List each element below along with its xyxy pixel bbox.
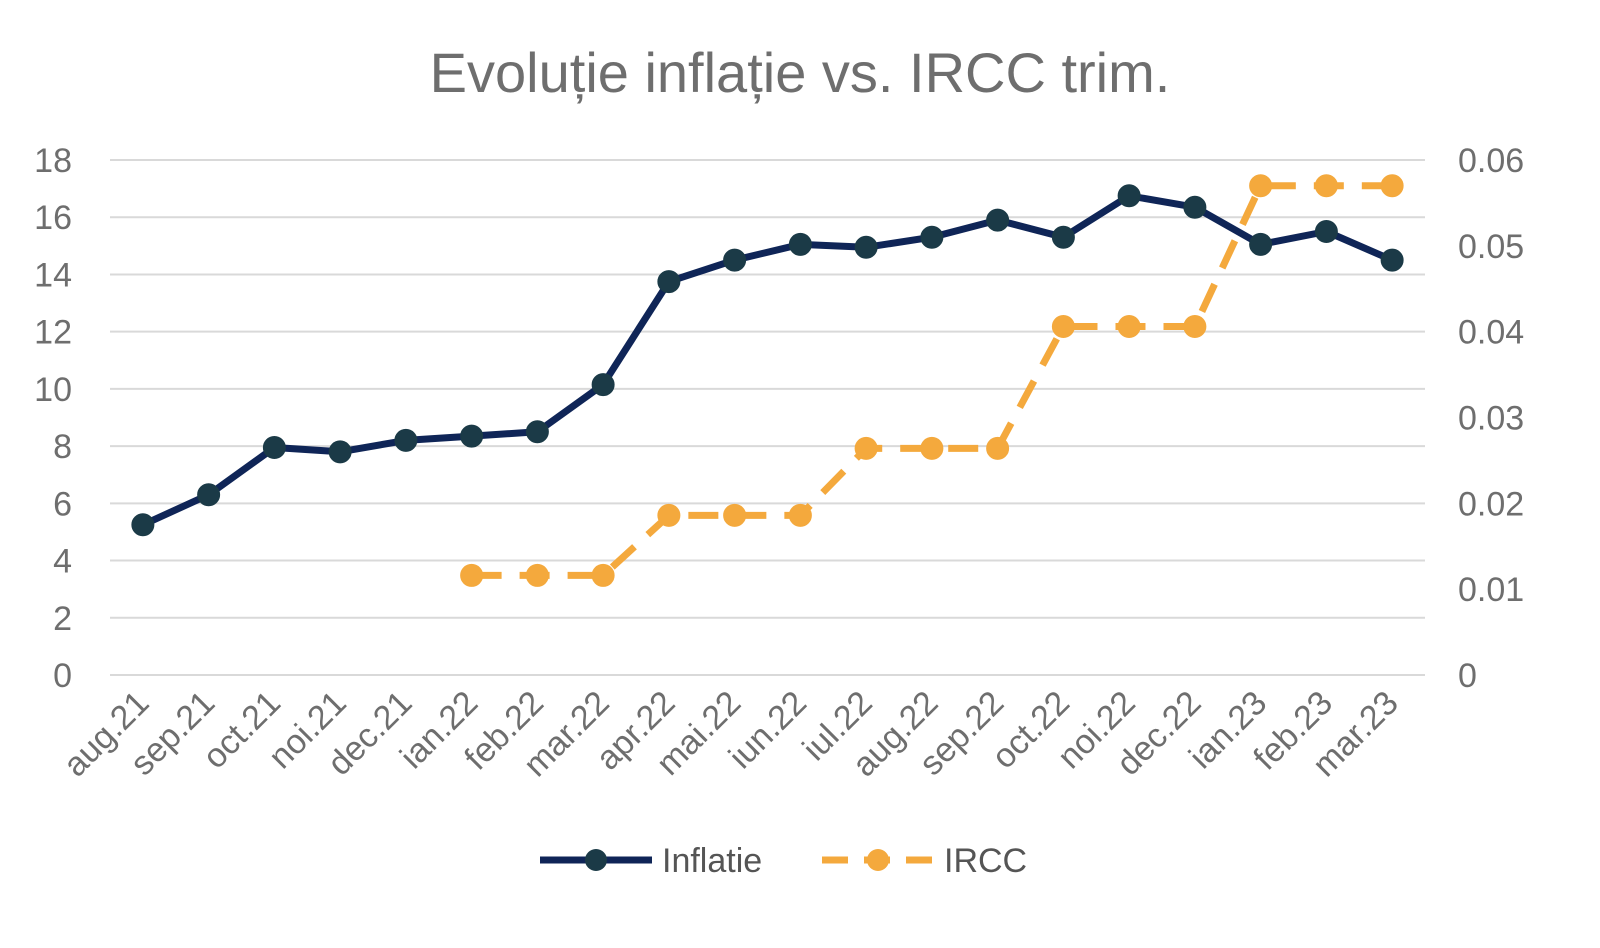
- y-tick-label: 14: [34, 256, 72, 294]
- data-point-ircc: [1380, 174, 1404, 198]
- data-point-inflatie: [1051, 225, 1075, 249]
- data-point-inflatie: [788, 232, 812, 256]
- y-tick-label: 18: [34, 142, 72, 180]
- data-point-ircc: [591, 563, 615, 587]
- data-point-inflatie: [328, 440, 352, 464]
- y-tick-label: 10: [34, 371, 72, 409]
- data-point-ircc: [1183, 315, 1207, 339]
- data-point-inflatie: [394, 428, 418, 452]
- data-point-inflatie: [1117, 184, 1141, 208]
- series-group: [131, 174, 1404, 587]
- data-point-ircc: [723, 503, 747, 527]
- data-point-inflatie: [1183, 195, 1207, 219]
- y2-tick-label: 0.02: [1458, 485, 1524, 523]
- data-point-ircc: [920, 436, 944, 460]
- legend-label-ircc: IRCC: [944, 842, 1027, 880]
- series-line-inflatie: [139, 192, 1396, 529]
- data-point-inflatie: [1249, 232, 1273, 256]
- data-point-ircc: [1117, 315, 1141, 339]
- data-point-inflatie: [1314, 220, 1338, 244]
- data-point-ircc: [460, 563, 484, 587]
- data-point-inflatie: [131, 513, 155, 537]
- left-axis-ticks: 0 2 4 6 8 10 12 14 16 18: [34, 142, 72, 695]
- y-tick-label: 4: [53, 543, 72, 581]
- y-tick-label: 0: [53, 657, 72, 695]
- gridlines: [110, 159, 1425, 676]
- data-point-inflatie: [591, 373, 615, 397]
- y2-tick-label: 0.03: [1458, 400, 1524, 438]
- right-axis-ticks: 0 0.01 0.02 0.03 0.04 0.05 0.06: [1458, 142, 1524, 695]
- data-point-ircc: [1249, 174, 1273, 198]
- y-tick-label: 2: [53, 600, 72, 638]
- data-point-inflatie: [262, 436, 286, 460]
- data-point-inflatie: [986, 208, 1010, 232]
- x-tick-label: iun.22: [722, 684, 814, 776]
- y2-tick-label: 0.06: [1458, 142, 1524, 180]
- data-point-inflatie: [525, 420, 549, 444]
- data-point-ircc: [657, 503, 681, 527]
- series-line-ircc: [471, 182, 1393, 579]
- legend-label-inflatie: Inflatie: [662, 842, 762, 880]
- data-point-inflatie: [460, 424, 484, 448]
- data-point-ircc: [788, 503, 812, 527]
- y2-tick-label: 0.05: [1458, 228, 1524, 266]
- chart-title: Evoluție inflație vs. IRCC trim.: [430, 41, 1171, 104]
- data-point-inflatie: [197, 483, 221, 507]
- data-point-inflatie: [657, 270, 681, 294]
- y2-tick-label: 0.01: [1458, 571, 1524, 609]
- data-point-inflatie: [920, 225, 944, 249]
- y2-tick-label: 0: [1458, 657, 1477, 695]
- data-point-ircc: [986, 436, 1010, 460]
- x-axis-ticks: aug.21sep.21oct.21noi.21dec.21ian.22feb.…: [56, 684, 1406, 784]
- data-point-inflatie: [723, 248, 747, 272]
- data-point-inflatie: [854, 235, 878, 259]
- y-tick-label: 12: [34, 314, 72, 352]
- data-point-ircc: [1314, 174, 1338, 198]
- data-point-inflatie: [1380, 248, 1404, 272]
- data-point-ircc: [1051, 315, 1075, 339]
- legend-marker-inflatie: [585, 849, 607, 871]
- legend: Inflatie IRCC: [540, 842, 1027, 880]
- y-tick-label: 6: [53, 485, 72, 523]
- data-point-ircc: [525, 563, 549, 587]
- y2-tick-label: 0.04: [1458, 314, 1524, 352]
- data-point-ircc: [854, 436, 878, 460]
- legend-marker-ircc: [867, 849, 889, 871]
- y-tick-label: 16: [34, 199, 72, 237]
- y-tick-label: 8: [53, 428, 72, 466]
